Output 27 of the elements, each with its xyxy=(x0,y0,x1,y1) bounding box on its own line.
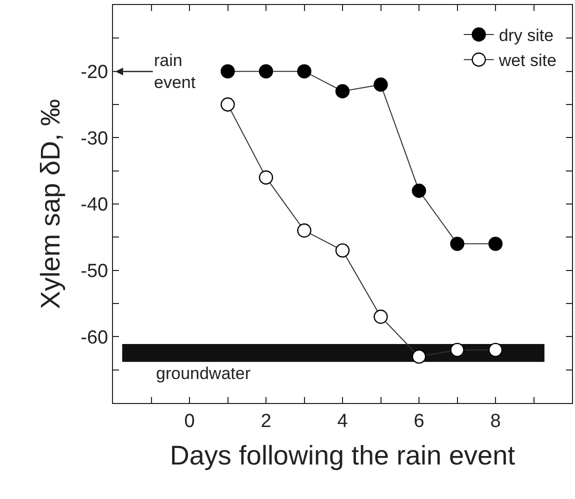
band-label: groundwater xyxy=(156,364,251,383)
point xyxy=(258,64,274,78)
point xyxy=(374,78,388,92)
point xyxy=(412,184,426,198)
point xyxy=(412,349,426,364)
x-tick-label: 8 xyxy=(490,410,501,432)
y-tick-label: -50 xyxy=(80,260,108,282)
legend-label: wet site xyxy=(498,51,556,70)
y-tick-label: -60 xyxy=(80,327,108,348)
x-axis-title: Days following the rain event xyxy=(170,440,516,470)
y-tick-label: -30 xyxy=(80,128,108,150)
x-tick-label: 4 xyxy=(337,410,348,432)
y-tick-label: -20 xyxy=(80,62,108,83)
y-axis-title: Xylem sap δD, ‰ xyxy=(36,98,66,310)
x-tick-label: 6 xyxy=(414,410,424,432)
x-tick-label: 0 xyxy=(184,410,195,432)
x-tick-label: 2 xyxy=(260,410,272,432)
point xyxy=(450,342,464,358)
annotation: rain event xyxy=(154,51,196,92)
point xyxy=(335,84,350,98)
point xyxy=(450,236,464,251)
point xyxy=(297,64,312,78)
y-tick-label: -40 xyxy=(80,194,108,216)
point xyxy=(488,236,503,251)
legend-label: dry site xyxy=(498,26,554,46)
point xyxy=(488,342,503,358)
point xyxy=(220,64,235,78)
